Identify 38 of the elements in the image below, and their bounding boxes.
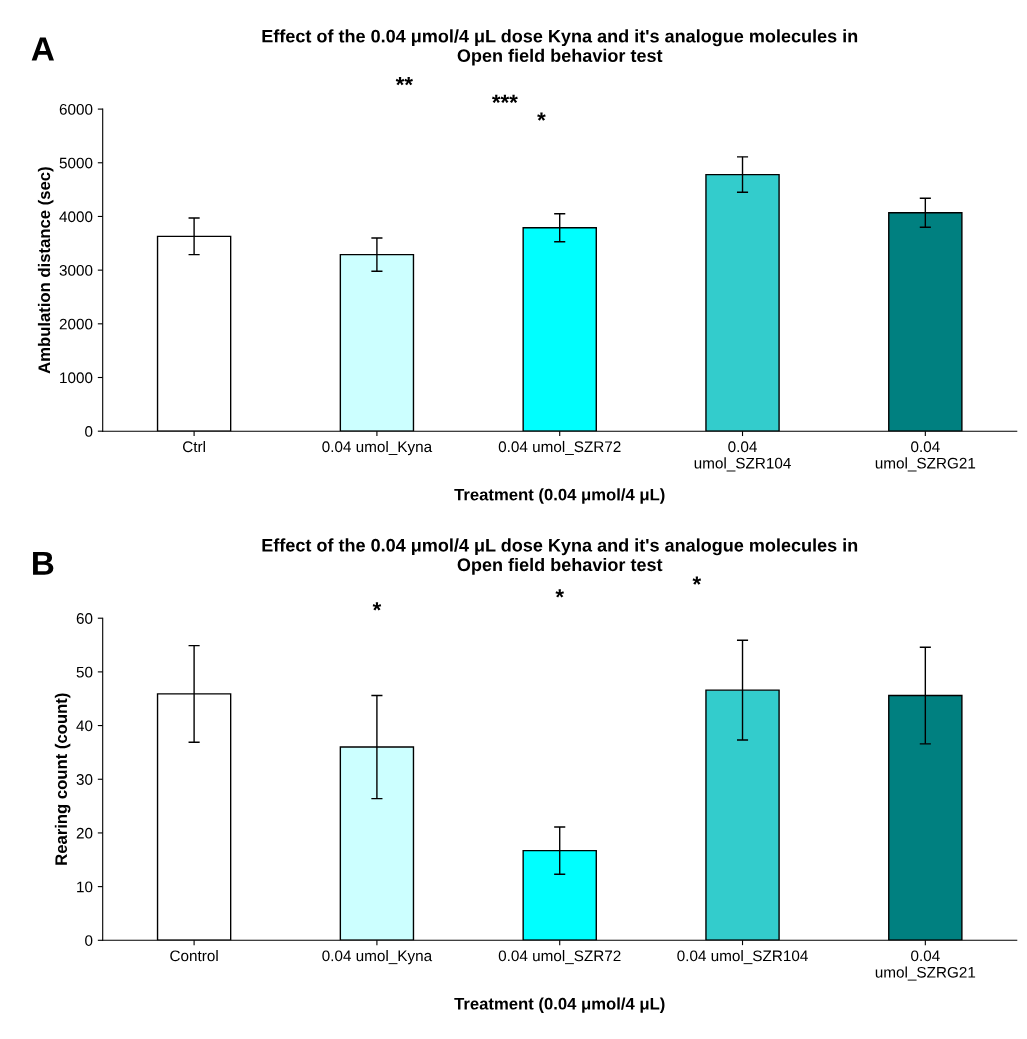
y-tick-label: 5000 [59,157,93,169]
y-tick-label: 1000 [60,372,93,384]
y-tick-label: 20 [76,827,93,839]
text: *** [491,94,518,103]
x-axis-title: Treatment (0.04 μmol/4 μL) [454,997,665,1013]
y-axis-title: Rearing count (count) [54,693,71,865]
y-tick-label: 60 [76,613,93,624]
x-tick-label: 0.04 umol_Kyna [322,440,433,456]
x-tick-label: 0.04 umol_Kyna [322,950,433,965]
y-tick-label: 30 [76,774,93,785]
x-tick-label: 0.04 umol_SZRG21 [875,441,976,472]
x-tick-label: 0.04 umol_SZR72 [498,950,621,965]
annotation: * [537,112,546,121]
x-tick-label: 0.04 umol_SZR72 [498,440,621,456]
text: A [31,37,54,61]
y-tick-label: 4000 [59,211,93,223]
y-tick-label: 3000 [59,265,93,276]
text: ** [395,77,413,86]
y-axis-title: Ambulation distance (sec) [37,167,54,374]
x-tick-label: 0.04 umol_SZRG21 [875,950,976,981]
x-tick-label: 0.04 umol_SZR104 [694,441,791,472]
y-tick-label: 6000 [59,103,93,115]
y-tick-label: 50 [76,666,93,678]
y-tick-label: 2000 [59,318,93,330]
chart-title: Effect of the 0.04 μmol/4 μL dose Kyna and it's analogue molecules in Open field behavior test [262,29,858,66]
y-tick-label: 0 [85,935,93,946]
text: * [555,589,565,598]
chart-title: Effect of the 0.04 μmol/4 μL dose Kyna and it's analogue molecules in Open field behavior test [262,538,858,575]
y-tick-label: 10 [77,881,93,893]
y-tick-label: 0 [85,426,93,437]
x-axis-title: Treatment (0.04 μmol/4 μL) [454,488,665,504]
x-tick-label: 0.04 umol_SZR104 [677,950,808,965]
x-tick-label: Control [170,950,218,962]
text: * [692,576,702,585]
y-tick-label: 40 [76,720,93,732]
text: B [33,551,54,575]
text: * [372,602,382,611]
x-tick-label: Ctrl [183,440,205,453]
